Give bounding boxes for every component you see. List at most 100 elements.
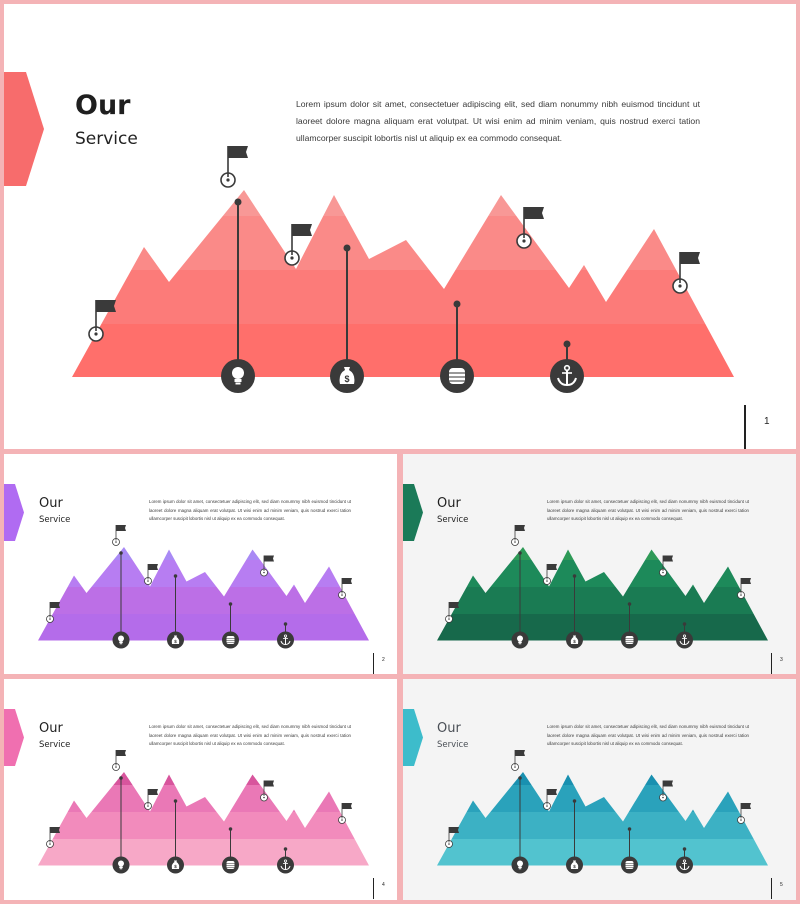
slide-title: Our <box>437 721 461 736</box>
flag-icon <box>338 803 352 824</box>
slide-title: Our <box>39 496 63 511</box>
flag-icon <box>284 224 312 266</box>
page-number: 5 <box>780 882 783 888</box>
slide-3[interactable]: $ Our Service Lorem ipsum dolor sit amet… <box>403 454 796 674</box>
flag-icon <box>112 525 126 546</box>
connector-dot <box>283 847 288 851</box>
accent-tab <box>403 709 423 766</box>
flag-icon <box>445 827 459 848</box>
accent-tab <box>4 709 24 766</box>
mountain-chart: $ <box>4 709 369 874</box>
money-bag-icon: $ <box>167 631 184 649</box>
connector-dot <box>283 622 288 626</box>
connector-dot <box>627 602 632 606</box>
mountain-range <box>437 772 768 866</box>
body-text: Lorem ipsum dolor sit amet, consectetuer… <box>547 724 749 746</box>
lightbulb-icon <box>112 856 130 874</box>
money-bag-icon: $ <box>167 856 184 874</box>
lightbulb-icon <box>112 631 130 649</box>
flag-icon <box>445 602 459 623</box>
page-divider <box>373 878 374 899</box>
money-bag-icon: $ <box>566 856 583 874</box>
flag-icon <box>659 780 673 802</box>
slide-subtitle: Service <box>437 740 469 750</box>
flag-icon <box>338 578 352 599</box>
database-icon <box>440 359 474 393</box>
body-text: Lorem ipsum dolor sit amet, consectetuer… <box>296 99 700 143</box>
flag-icon <box>543 789 557 810</box>
page-number: 4 <box>382 882 385 888</box>
money-bag-icon: $ <box>330 359 364 393</box>
anchor-icon <box>277 856 294 874</box>
connector-dot <box>173 574 178 578</box>
connector-dot <box>563 340 571 348</box>
flag-icon <box>144 789 158 810</box>
body-text: Lorem ipsum dolor sit amet, consectetuer… <box>547 499 749 521</box>
flag-icon <box>543 564 557 585</box>
lightbulb-icon <box>511 856 529 874</box>
lightbulb-icon <box>221 359 255 393</box>
page-number: 2 <box>382 657 385 663</box>
connector-dot <box>682 622 687 626</box>
connector-dot <box>627 827 632 831</box>
slide-title: Our <box>437 496 461 511</box>
money-bag-icon: $ <box>566 631 583 649</box>
slide-subtitle: Service <box>39 515 71 525</box>
flag-icon <box>511 525 525 546</box>
slide-2[interactable]: $ Our Service Lorem ipsum dolor sit amet… <box>4 454 397 674</box>
page-divider <box>771 653 772 674</box>
slide-5[interactable]: $ Our Service Lorem ipsum dolor sit amet… <box>403 679 796 900</box>
slide-1[interactable]: $ Our Service Lorem ipsum dolor sit amet… <box>4 4 796 449</box>
flag-icon <box>144 564 158 585</box>
mountain-range <box>38 547 369 641</box>
flag-icon <box>672 252 700 294</box>
svg-text:$: $ <box>573 639 576 644</box>
connector-dot <box>119 551 123 555</box>
connector-dot <box>518 551 522 555</box>
mountain-range <box>72 190 734 377</box>
anchor-icon <box>277 631 294 649</box>
connector-dot <box>572 574 577 578</box>
database-icon <box>222 631 239 649</box>
connector-dot <box>682 847 687 851</box>
connector-dot <box>518 776 522 780</box>
connector-dot <box>119 776 123 780</box>
body-text: Lorem ipsum dolor sit amet, consectetuer… <box>149 499 351 521</box>
page-divider <box>373 653 374 674</box>
flag-icon <box>516 207 544 249</box>
mountain-chart: $ <box>403 484 768 649</box>
page-divider <box>771 878 772 899</box>
svg-text:$: $ <box>174 864 177 869</box>
flag-icon <box>220 146 248 188</box>
accent-tab <box>4 72 44 186</box>
anchor-icon <box>676 631 693 649</box>
connector-dot <box>173 799 178 803</box>
mountain-range <box>38 772 369 866</box>
mountain-chart: $ <box>403 709 768 874</box>
slide-4[interactable]: $ Our Service Lorem ipsum dolor sit amet… <box>4 679 397 900</box>
flag-icon <box>46 602 60 623</box>
slide-title: Our <box>75 90 131 121</box>
page-number: 3 <box>780 657 783 663</box>
slide-subtitle: Service <box>75 129 138 149</box>
body-text: Lorem ipsum dolor sit amet, consectetuer… <box>149 724 351 746</box>
accent-tab <box>4 484 24 541</box>
flag-icon <box>511 750 525 771</box>
connector-dot <box>572 799 577 803</box>
anchor-icon <box>676 856 693 874</box>
connector-dot <box>228 602 233 606</box>
slide-title: Our <box>39 721 63 736</box>
flag-icon <box>46 827 60 848</box>
anchor-icon <box>550 359 584 393</box>
connector-dot <box>228 827 233 831</box>
flag-icon <box>659 555 673 577</box>
mountain-range <box>437 547 768 641</box>
mountain-chart: $ <box>4 484 369 649</box>
database-icon <box>621 856 638 874</box>
svg-text:$: $ <box>344 374 349 384</box>
connector-dot <box>343 244 351 252</box>
svg-text:$: $ <box>174 639 177 644</box>
mountain-chart: $ <box>4 72 734 393</box>
slide-subtitle: Service <box>39 740 71 750</box>
flag-icon <box>737 803 751 824</box>
